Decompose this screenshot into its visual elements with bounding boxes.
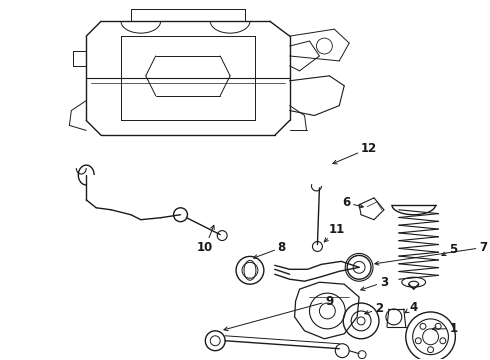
Text: 9: 9 [224,294,334,331]
Text: 11: 11 [324,223,345,242]
Text: 1: 1 [433,322,458,336]
Text: 10: 10 [197,225,214,254]
Text: 8: 8 [254,241,286,258]
Text: 6: 6 [342,196,363,209]
Text: 4: 4 [405,301,418,314]
Text: 7: 7 [375,241,487,265]
Text: 5: 5 [442,243,458,256]
Text: 12: 12 [333,142,377,164]
Text: 3: 3 [361,276,388,291]
Text: 2: 2 [365,302,383,315]
